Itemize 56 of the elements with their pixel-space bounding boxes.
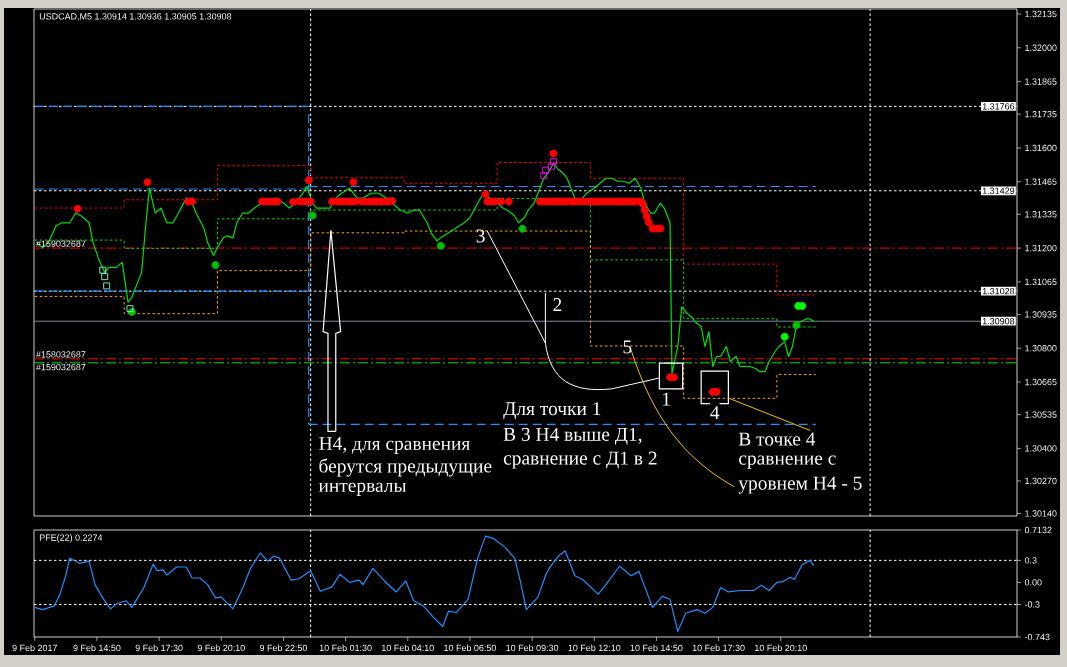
annotation: 4 — [710, 406, 720, 419]
y-tick-label: -0.3 — [1024, 601, 1040, 608]
y-tick-label: 1.31065 — [1025, 278, 1057, 286]
ref-line-label: 1.31429 — [982, 187, 1015, 194]
annotation: В точке 4 — [738, 432, 816, 446]
y-tick-label: 1.30800 — [1025, 345, 1057, 352]
y-tick-label: 0.00 — [1024, 579, 1042, 586]
x-tick-label: 10 Feb 20:10 — [755, 644, 807, 652]
x-tick-label: 10 Feb 06:50 — [444, 644, 497, 652]
y-tick-label: 1.31735 — [1025, 110, 1057, 118]
x-tick-label: 9 Feb 20:10 — [197, 644, 245, 652]
annotation: уровнем H4 - 5 — [738, 476, 862, 494]
y-tick-label: 1.30400 — [1025, 445, 1057, 452]
x-tick-label: 10 Feb 09:30 — [506, 644, 559, 652]
annotation: интервалы — [318, 482, 407, 496]
annotation: берутся предыдущие — [319, 458, 492, 477]
annotation: 5 — [623, 340, 632, 354]
annotation: 2 — [553, 298, 562, 311]
y-tick-label: 1.30665 — [1025, 378, 1057, 386]
x-tick-label: 10 Feb 12:10 — [568, 644, 621, 652]
y-tick-label: 1.31465 — [1025, 178, 1057, 185]
ref-line-label: 1.30908 — [982, 318, 1015, 325]
y-tick-label: 1.30535 — [1025, 411, 1057, 418]
x-tick-label: 9 Feb 2017 — [12, 644, 57, 652]
ref-line-label: 1.31028 — [982, 287, 1015, 295]
annotation: H4, для сравнения — [319, 437, 470, 454]
y-tick-label: 0.7132 — [1024, 526, 1052, 534]
y-tick-label: 1.30935 — [1025, 311, 1057, 318]
y-tick-label: 0.3 — [1024, 557, 1037, 564]
chart-title: PFE(22) 0.2274 — [39, 534, 103, 543]
y-tick-label: 1.30140 — [1025, 510, 1057, 517]
annotation: сравнение с — [739, 455, 836, 469]
y-tick-label: 1.31600 — [1025, 144, 1057, 152]
y-tick-label: 1.31865 — [1025, 78, 1057, 85]
y-tick-label: 1.32000 — [1025, 44, 1057, 51]
x-tick-label: 9 Feb 17:30 — [135, 644, 183, 652]
chart-title: USDCAD,M5 1.30914 1.30936 1.30905 1.30908 — [39, 13, 232, 21]
x-tick-label: 10 Feb 17:30 — [692, 644, 745, 652]
y-tick-label: 1.32135 — [1025, 10, 1057, 18]
annotation: Для точки 1 — [503, 402, 601, 420]
x-tick-label: 10 Feb 01:30 — [319, 644, 372, 652]
annotation: #158032687 — [36, 351, 86, 358]
y-tick-label: 1.30270 — [1025, 477, 1057, 485]
ref-line-label: 1.31766 — [982, 103, 1015, 110]
x-tick-label: 10 Feb 14:50 — [630, 644, 683, 652]
y-tick-label: 1.31200 — [1025, 244, 1057, 252]
y-tick-label: -0.743 — [1024, 633, 1050, 641]
y-tick-label: 1.31335 — [1025, 211, 1057, 218]
annotation: 1 — [663, 392, 670, 406]
x-tick-label: 9 Feb 14:50 — [73, 644, 121, 652]
annotation: сравнение с Д1 в 2 — [503, 451, 657, 469]
annotation: 3 — [476, 229, 485, 243]
annotation: В 3 H4 выше Д1, — [503, 427, 642, 445]
annotation: #159032687 — [36, 363, 86, 371]
x-tick-label: 9 Feb 22:50 — [259, 644, 308, 652]
x-tick-label: 10 Feb 04:10 — [382, 644, 434, 652]
